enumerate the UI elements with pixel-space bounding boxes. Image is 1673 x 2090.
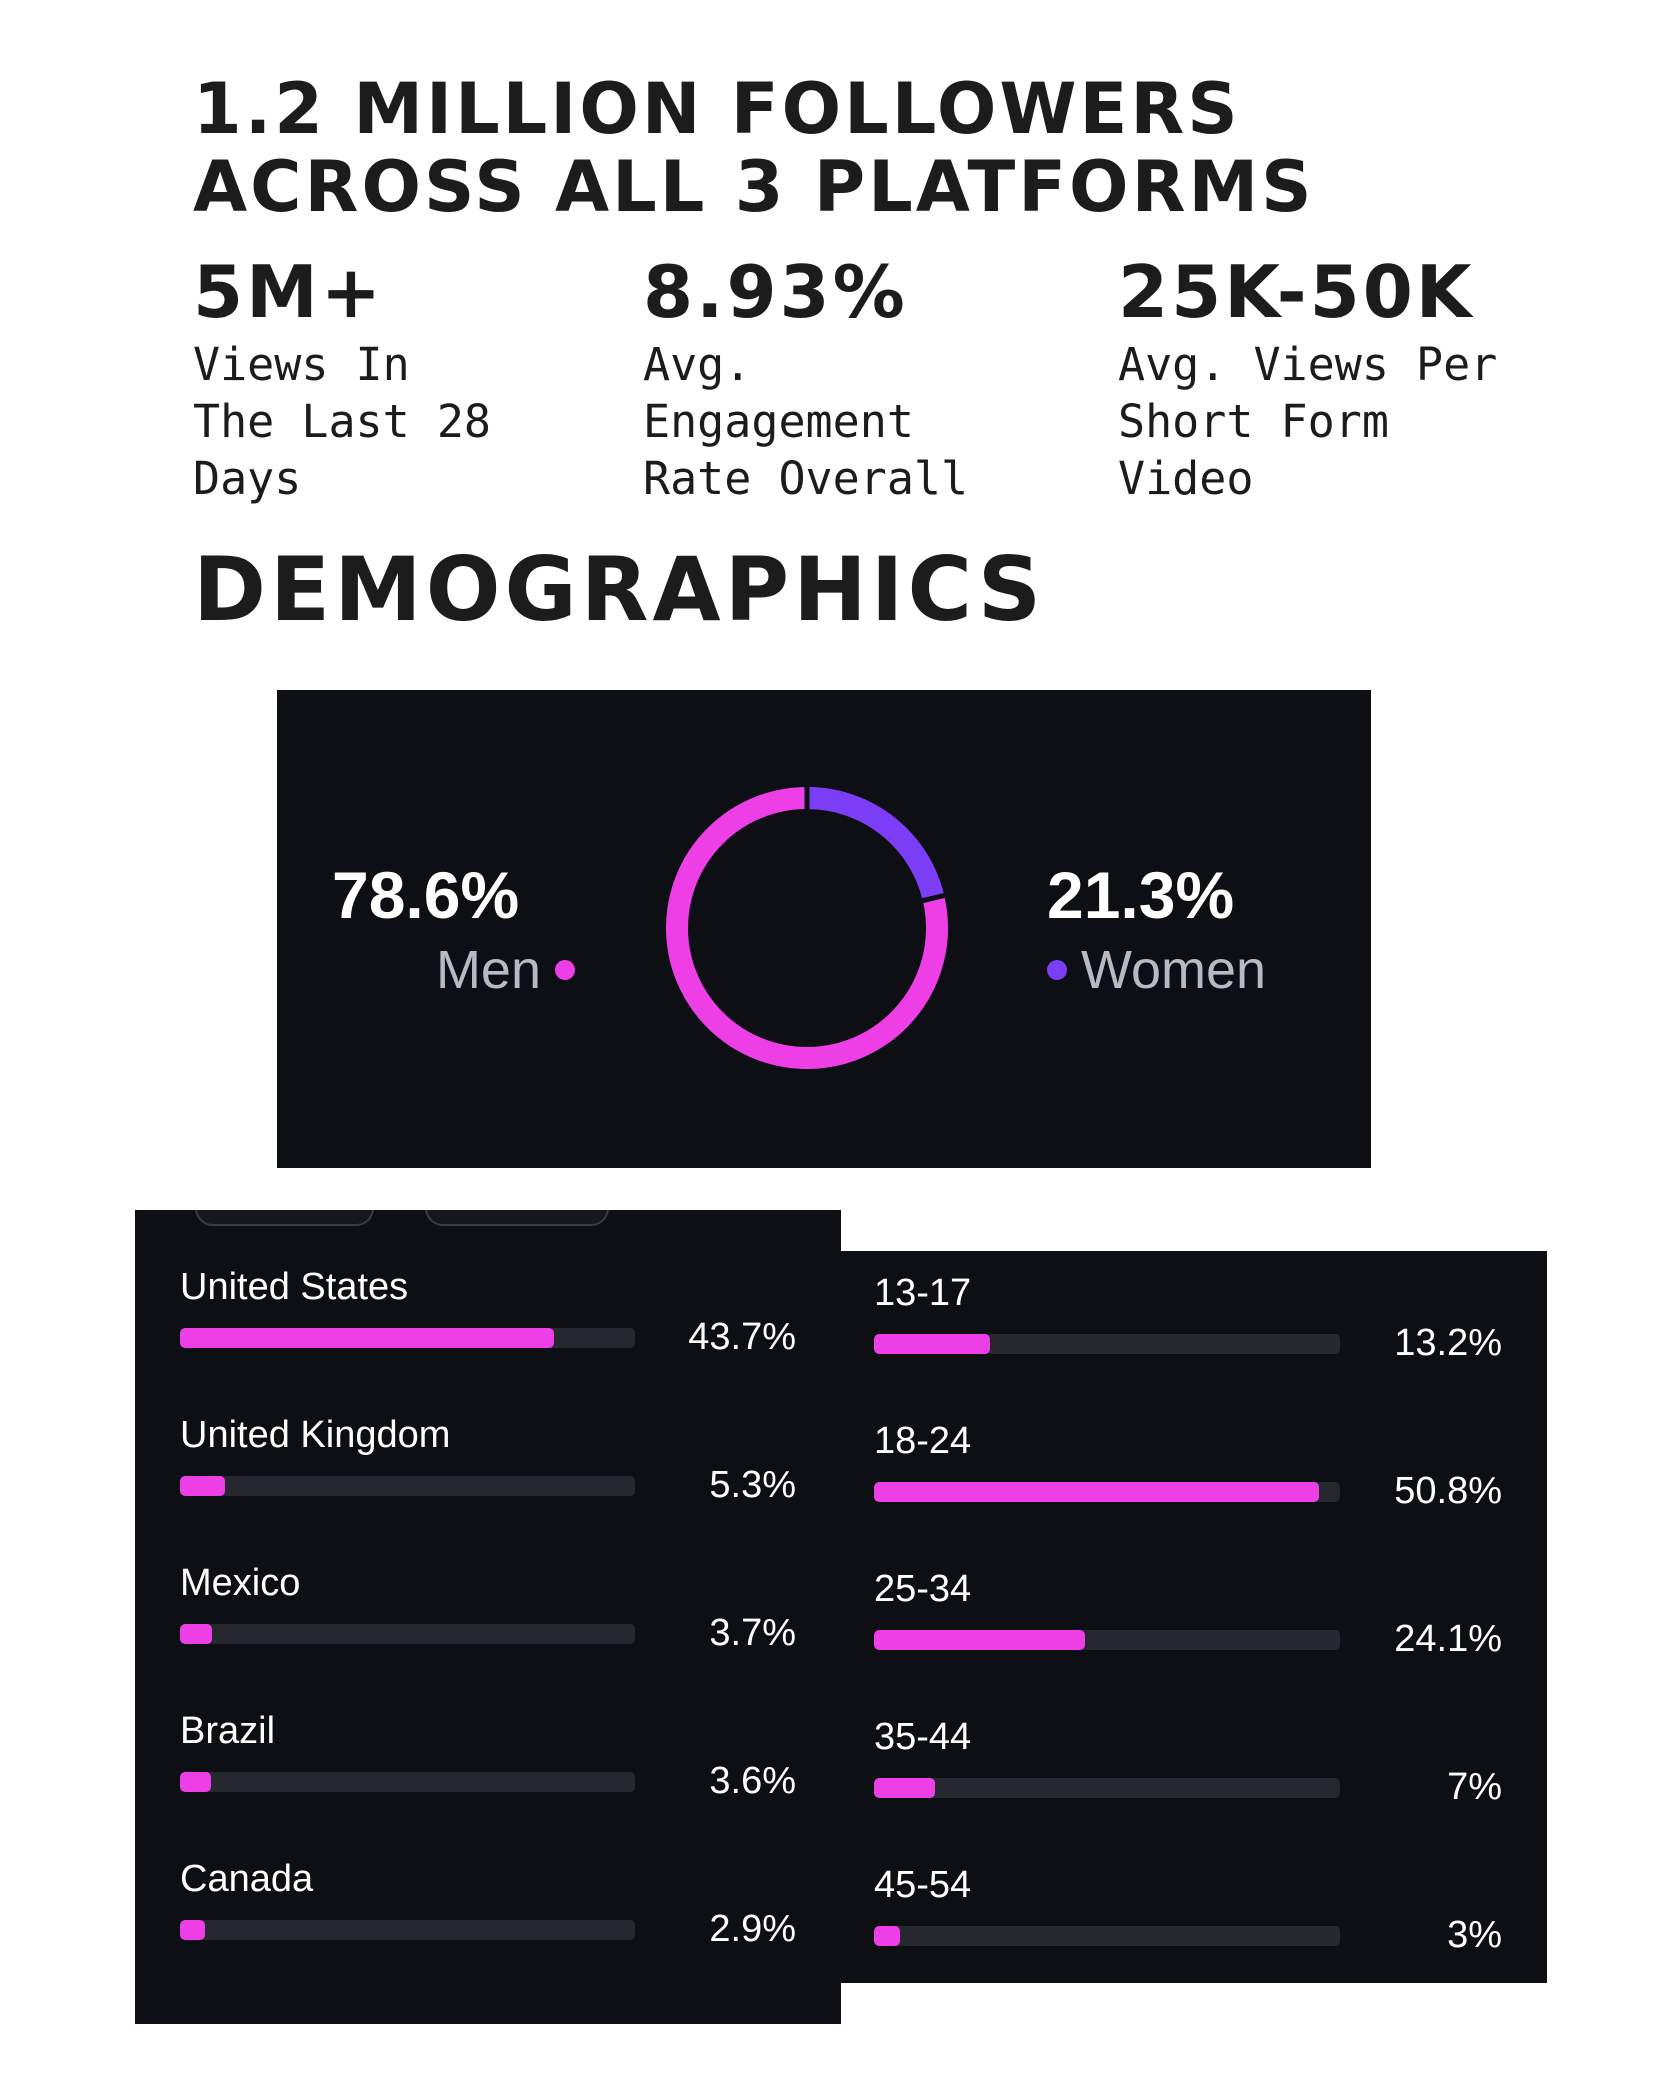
country-bar-fill xyxy=(180,1920,205,1940)
women-legend: Women xyxy=(1047,940,1266,1000)
country-row: United Kingdom 5.3% xyxy=(135,1413,841,1561)
headline-line-2: ACROSS ALL 3 PLATFORMS xyxy=(193,146,1315,228)
country-label: United States xyxy=(180,1266,409,1308)
gender-split-panel: 78.6% Men 21.3% Women xyxy=(277,690,1371,1168)
stat-engagement-description: Avg. Engagement Rate Overall xyxy=(643,338,969,505)
gender-donut-chart xyxy=(666,784,948,1069)
country-label: Mexico xyxy=(180,1562,301,1604)
men-dot-icon xyxy=(555,960,575,980)
women-percentage: 21.3% xyxy=(1047,858,1235,932)
country-row: Mexico 3.7% xyxy=(135,1561,841,1709)
stat-views-description: Views In The Last 28 Days xyxy=(193,338,492,505)
country-percentage: 5.3% xyxy=(709,1464,796,1506)
donut-gap-end xyxy=(919,892,948,904)
age-label: 18-24 xyxy=(874,1420,972,1462)
country-percentage: 3.6% xyxy=(709,1760,796,1802)
age-label: 25-34 xyxy=(874,1568,972,1610)
stat-engagement: 8.93% Avg. Engagement Rate Overall xyxy=(643,250,968,507)
age-row: 25-34 24.1% xyxy=(841,1567,1547,1715)
age-bar-fill xyxy=(874,1778,935,1798)
age-row: 13-17 13.2% xyxy=(841,1271,1547,1419)
tab-pill-partial-2[interactable] xyxy=(425,1210,609,1226)
section-title-demographics: DEMOGRAPHICS xyxy=(193,538,1046,641)
women-label: Women xyxy=(1081,940,1267,1000)
women-dot-icon xyxy=(1047,960,1067,980)
age-bar-track xyxy=(874,1482,1340,1502)
country-label: Brazil xyxy=(180,1710,276,1752)
country-bar-track xyxy=(180,1476,635,1496)
age-bar-fill xyxy=(874,1334,990,1354)
age-row: 45-54 3% xyxy=(841,1863,1547,2011)
age-breakdown-panel: 13-17 13.2% 18-24 50.8% 25-34 24.1% 35-44 7% 45-… xyxy=(841,1251,1547,1983)
age-percentage: 3% xyxy=(1447,1914,1502,1956)
age-label: 13-17 xyxy=(874,1272,972,1314)
country-bar-fill xyxy=(180,1772,211,1792)
country-label: Canada xyxy=(180,1858,314,1900)
age-bar-fill xyxy=(874,1630,1085,1650)
country-percentage: 3.7% xyxy=(709,1612,796,1654)
age-label: 35-44 xyxy=(874,1716,972,1758)
country-bar-fill xyxy=(180,1624,212,1644)
country-row: Canada 2.9% xyxy=(135,1857,841,2005)
men-percentage: 78.6% xyxy=(332,858,520,932)
age-bar-track xyxy=(874,1926,1340,1946)
age-bar-track xyxy=(874,1778,1340,1798)
country-row: Brazil 3.6% xyxy=(135,1709,841,1857)
men-label: Men xyxy=(435,940,541,1000)
country-bar-track xyxy=(180,1328,635,1348)
stat-avg-views-value: 25K-50K xyxy=(1118,250,1475,334)
age-percentage: 13.2% xyxy=(1394,1322,1502,1364)
headline: 1.2 MILLION FOLLOWERS ACROSS ALL 3 PLATF… xyxy=(193,70,1315,226)
age-bar-track xyxy=(874,1630,1340,1650)
age-percentage: 24.1% xyxy=(1394,1618,1502,1660)
age-bar-fill xyxy=(874,1926,900,1946)
age-bar-fill xyxy=(874,1482,1319,1502)
stat-engagement-value: 8.93% xyxy=(643,250,908,334)
age-row: 35-44 7% xyxy=(841,1715,1547,1863)
country-percentage: 43.7% xyxy=(688,1316,796,1358)
age-row: 18-24 50.8% xyxy=(841,1419,1547,1567)
age-label: 45-54 xyxy=(874,1864,972,1906)
stat-avg-views: 25K-50K Avg. Views Per Short Form Video xyxy=(1118,250,1497,507)
country-bar-fill xyxy=(180,1328,554,1348)
stat-views: 5M+ Views In The Last 28 Days xyxy=(193,250,491,507)
country-bar-fill xyxy=(180,1476,225,1496)
country-bar-track xyxy=(180,1624,635,1644)
tab-pill-partial[interactable] xyxy=(195,1210,374,1226)
age-percentage: 7% xyxy=(1447,1766,1502,1808)
stat-views-value: 5M+ xyxy=(193,250,385,334)
headline-line-1: 1.2 MILLION FOLLOWERS xyxy=(193,68,1241,150)
country-bar-track xyxy=(180,1920,635,1940)
country-percentage: 2.9% xyxy=(709,1908,796,1950)
country-breakdown-panel: United States 43.7% United Kingdom 5.3% Mexi… xyxy=(135,1210,841,2024)
age-percentage: 50.8% xyxy=(1394,1470,1502,1512)
country-row: United States 43.7% xyxy=(135,1265,841,1413)
country-bar-track xyxy=(180,1772,635,1792)
donut-women-segment xyxy=(806,787,945,901)
men-legend: Men xyxy=(436,940,575,1000)
stat-avg-views-description: Avg. Views Per Short Form Video xyxy=(1118,338,1498,505)
age-bar-track xyxy=(874,1334,1340,1354)
country-label: United Kingdom xyxy=(180,1414,451,1456)
